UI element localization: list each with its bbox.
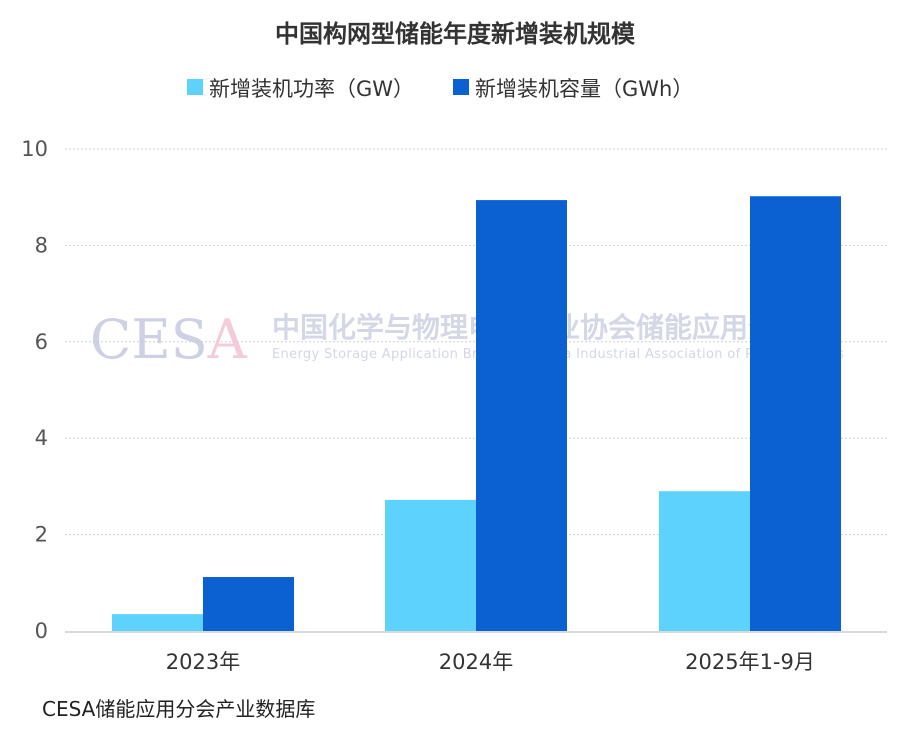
bars	[112, 196, 841, 632]
x-tick-label: 2025年1-9月	[685, 650, 815, 674]
bar-capacity-2	[750, 196, 841, 631]
y-tick-label: 10	[21, 137, 48, 161]
chart-title: 中国构网型储能年度新增装机规模	[275, 20, 636, 48]
y-tick-label: 4	[35, 426, 48, 450]
bar-capacity-1	[476, 200, 567, 632]
legend-label: 新增装机功率（GW）	[209, 77, 414, 101]
x-axis: 2023年 2024年 2025年1-9月	[166, 650, 815, 674]
legend: 新增装机功率（GW） 新增装机容量（GWh）	[187, 77, 693, 101]
bar-power-1	[385, 499, 476, 631]
bar-power-0	[112, 614, 203, 631]
legend-swatch	[453, 79, 469, 95]
source-note: CESA储能应用分会产业数据库	[42, 697, 315, 721]
y-tick-label: 6	[35, 330, 48, 354]
x-tick-label: 2024年	[439, 650, 513, 674]
x-tick-label: 2023年	[166, 650, 240, 674]
y-tick-label: 8	[35, 233, 48, 257]
watermark: CESA 中国化学与物理电源行业协会储能应用分会 Energy Storage …	[90, 308, 844, 371]
legend-label: 新增装机容量（GWh）	[475, 77, 693, 101]
y-tick-label: 2	[35, 523, 48, 547]
y-tick-label: 0	[35, 619, 48, 643]
bar-power-2	[659, 491, 750, 631]
bar-capacity-0	[203, 577, 294, 631]
legend-swatch	[187, 79, 203, 95]
watermark-logo: CESA	[90, 308, 248, 371]
